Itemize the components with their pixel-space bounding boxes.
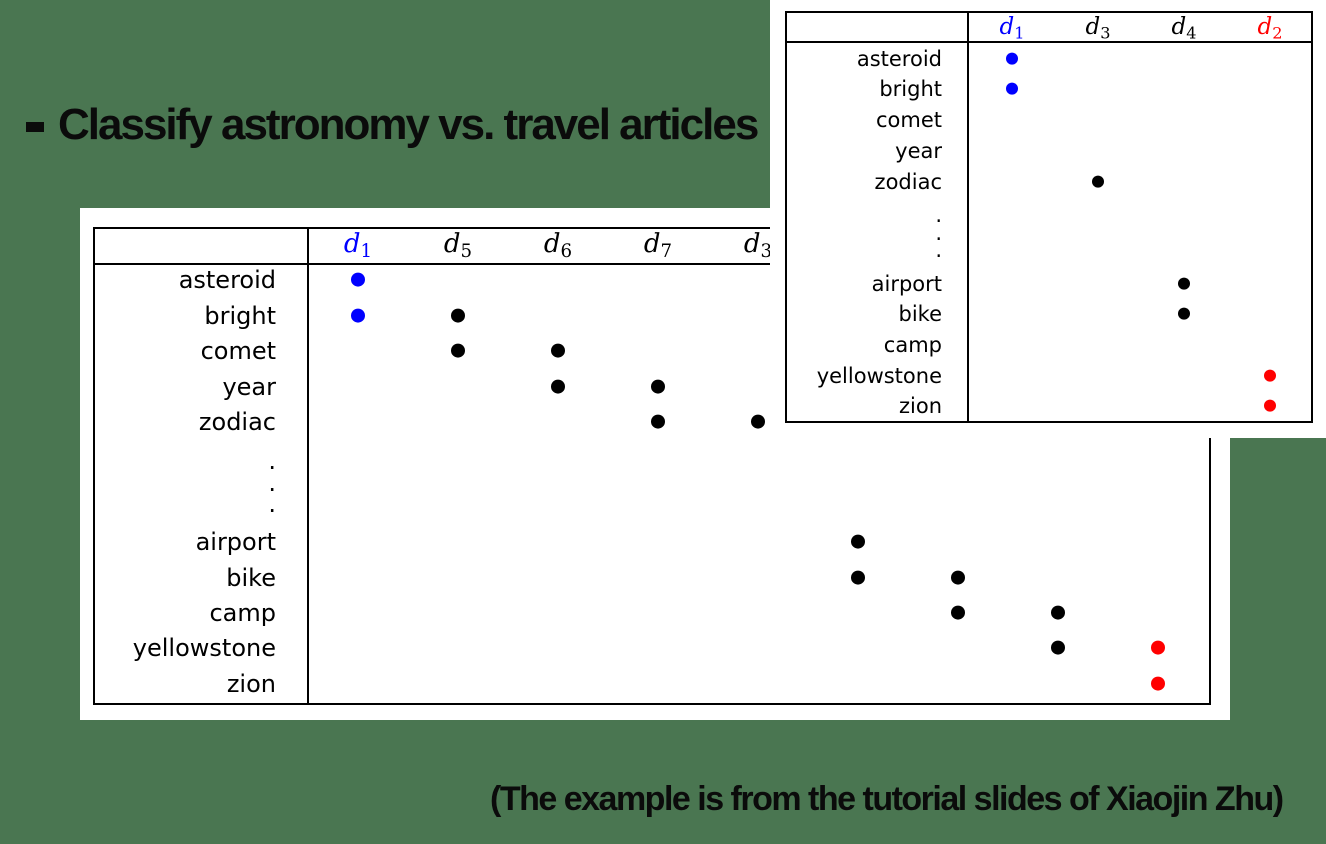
main-dot-zion-col8: [1151, 676, 1165, 691]
main-dot-comet-col2: [551, 343, 565, 358]
main-row-label-camp: camp: [209, 599, 276, 627]
inset-row-label-airport: airport: [872, 272, 942, 296]
inset-dot-bright-col0: [1006, 82, 1018, 95]
main-dot-year-col2: [551, 379, 565, 394]
inset-col-header-d1: d1: [1000, 14, 1025, 43]
main-frame: [93, 227, 1211, 705]
main-dot-year-col3: [651, 379, 665, 394]
main-dot-zodiac-col3: [651, 414, 665, 429]
main-ellipsis-dot: ·: [268, 497, 276, 525]
inset-row-label-year: year: [895, 139, 942, 163]
main-row-label-airport: airport: [196, 528, 276, 556]
main-row-label-asteroid: asteroid: [179, 266, 276, 294]
inset-row-label-zodiac: zodiac: [875, 170, 942, 194]
inset-row-label-yellowstone: yellowstone: [817, 364, 942, 388]
main-dot-bright-col0: [351, 308, 365, 323]
inset-term-document-table: d1 d3 d4 d2asteroidbrightcometyearzodiac···…: [785, 11, 1313, 423]
main-row-label-zodiac: zodiac: [199, 408, 276, 436]
slide-title-text: Classify astronomy vs. travel articles: [58, 100, 759, 149]
main-col-header-d7: d7: [644, 229, 672, 262]
main-row-label-yellowstone: yellowstone: [133, 634, 276, 662]
inset-dot-yellowstone-col3: [1264, 369, 1276, 382]
inset-col-header-d2: d2: [1258, 14, 1283, 43]
main-dot-bright-col1: [451, 308, 465, 323]
main-row-label-bike: bike: [226, 564, 276, 592]
main-row-label-zion: zion: [227, 670, 276, 698]
source-credit: (The example is from the tutorial slides…: [490, 780, 1284, 818]
inset-ellipsis-dot: ·: [935, 209, 942, 233]
main-row-label-year: year: [222, 373, 276, 401]
main-dot-camp-col6: [951, 605, 965, 620]
main-dot-asteroid-col0: [351, 272, 365, 287]
main-dot-zodiac-col4: [751, 414, 765, 429]
main-dot-yellowstone-col8: [1151, 640, 1165, 655]
inset-col-header-d4: d4: [1172, 14, 1197, 43]
inset-dot-zion-col3: [1264, 399, 1276, 412]
inset-row-label-zion: zion: [899, 394, 942, 418]
inset-row-label-camp: camp: [884, 333, 942, 357]
inset-col-header-d3: d3: [1086, 14, 1111, 43]
main-ellipsis-dot: ·: [268, 476, 276, 504]
main-row-label-comet: comet: [201, 337, 276, 365]
main-dot-camp-col7: [1051, 605, 1065, 620]
main-ellipsis-dot: ·: [268, 454, 276, 482]
inset-row-label-comet: comet: [876, 108, 942, 132]
inset-row-label-bright: bright: [879, 77, 942, 101]
inset-table-panel: d1 d3 d4 d2 asteroid bright comet year zodiac · · ·…: [770, 0, 1326, 438]
inset-ellipsis-dot: ·: [935, 227, 942, 251]
main-col-header-d6: d6: [544, 229, 572, 262]
main-col-header-d5: d5: [444, 229, 472, 262]
main-col-header-d3: d3: [744, 229, 772, 262]
inset-row-label-bike: bike: [899, 302, 943, 326]
inset-dot-bike-col2: [1178, 307, 1190, 320]
main-dot-airport-col5: [851, 534, 865, 549]
inset-dot-airport-col2: [1178, 277, 1190, 290]
main-dot-bike-col6: [951, 570, 965, 585]
main-row-label-bright: bright: [204, 302, 276, 330]
inset-dot-asteroid-col0: [1006, 52, 1018, 65]
bullet-icon: [26, 122, 44, 133]
inset-dot-zodiac-col1: [1092, 175, 1104, 188]
inset-frame: [785, 11, 1313, 423]
inset-ellipsis-dot: ·: [935, 244, 942, 268]
inset-row-label-asteroid: asteroid: [857, 47, 942, 71]
main-col-header-d1: d1: [344, 229, 372, 262]
main-dot-yellowstone-col7: [1051, 640, 1065, 655]
slide-title: Classify astronomy vs. travel articles: [26, 100, 759, 150]
main-dot-bike-col5: [851, 570, 865, 585]
main-dot-comet-col1: [451, 343, 465, 358]
